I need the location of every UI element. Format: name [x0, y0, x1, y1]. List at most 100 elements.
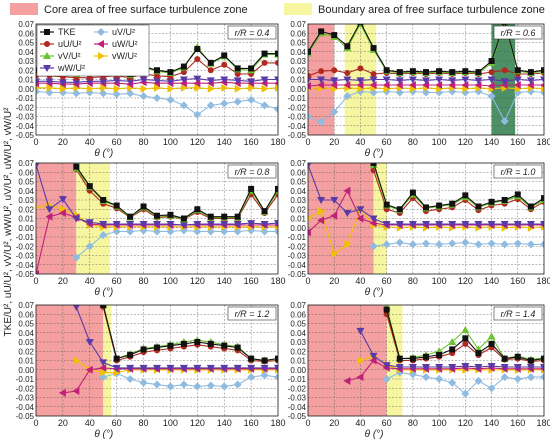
y-tick-label: 0.06: [18, 168, 34, 177]
data-point-uw: [308, 81, 311, 90]
data-point-uw: [448, 81, 456, 90]
y-tick-label: 0.04: [18, 48, 34, 57]
data-point-ww: [112, 364, 121, 372]
data-point-ww: [274, 364, 278, 372]
y-tick-label: 0.03: [18, 57, 34, 66]
legend-marker-vv: [43, 52, 51, 59]
data-point-vw: [357, 84, 365, 93]
data-point-ww: [139, 76, 148, 84]
core-zone-band: [36, 163, 77, 274]
y-tick-label: 0.01: [18, 215, 34, 224]
data-point-tke: [436, 351, 443, 358]
x-tick-label: 40: [355, 137, 365, 147]
legend-marker-uv: [97, 28, 105, 36]
data-point-tke: [261, 50, 268, 57]
data-point-ww: [487, 221, 496, 229]
x-tick-label: 100: [432, 276, 447, 286]
y-tick-label: 0.07: [18, 301, 34, 310]
panel-label: r/R = 0.8: [235, 167, 270, 177]
data-point-uu: [221, 61, 228, 68]
shared-y-axis-label: TKE/U², uU/U², vV/U², wW/U², uV/U², uW/U…: [3, 107, 14, 337]
data-point-uw: [369, 219, 377, 228]
y-tick-label: 0.05: [290, 178, 306, 187]
y-tick-label: 0.06: [290, 310, 306, 319]
data-point-uv: [526, 240, 535, 249]
data-point-ww: [179, 364, 188, 372]
panel-label: r/R = 1.2: [235, 309, 270, 319]
series-line-tke: [75, 166, 278, 220]
y-tick-label: -0.01: [288, 233, 307, 242]
data-point-ww: [500, 78, 509, 86]
data-point-vw: [167, 84, 175, 93]
data-point-uv: [112, 90, 121, 99]
y-tick-label: 0.02: [290, 66, 306, 75]
data-point-uv: [487, 239, 496, 248]
series-line-vw: [75, 360, 278, 374]
data-point-uv: [343, 92, 352, 101]
data-point-tke: [396, 69, 403, 76]
data-point-uv: [308, 112, 312, 121]
data-point-uw: [99, 363, 107, 372]
data-point-ww: [356, 327, 365, 335]
data-point-ww: [526, 77, 535, 85]
data-point-ww: [474, 363, 483, 371]
data-point-tke: [194, 339, 201, 345]
x-tick-label: 120: [190, 276, 205, 286]
data-point-tke: [449, 200, 456, 207]
data-point-ww: [85, 78, 94, 86]
data-point-uu: [261, 59, 268, 66]
data-point-tke: [541, 355, 544, 362]
data-point-tke: [423, 204, 429, 211]
data-point-vw: [113, 84, 121, 93]
data-point-ww: [448, 363, 457, 371]
chart-panel-5: -0.05-0.04-0.03-0.02-0.010.000.010.020.0…: [16, 301, 286, 440]
data-point-tke: [462, 335, 469, 342]
panel-label-box: [493, 306, 543, 321]
data-point-ww: [408, 363, 417, 371]
x-tick-label: 100: [432, 137, 447, 147]
data-point-ww: [193, 364, 202, 372]
data-point-vw: [59, 84, 67, 93]
data-point-vw: [73, 83, 81, 92]
x-tick-label: 160: [510, 137, 525, 147]
data-point-uv: [139, 92, 148, 101]
data-point-uu: [275, 59, 278, 66]
series-ww: [356, 327, 544, 371]
data-point-uv: [448, 378, 457, 387]
data-point-vw: [113, 368, 121, 377]
y-tick-label: 0.07: [290, 20, 306, 29]
x-tick-label: 20: [329, 276, 339, 286]
data-point-vv: [461, 325, 470, 333]
data-point-vv: [448, 338, 457, 345]
data-point-ww: [317, 76, 326, 84]
data-point-ww: [153, 364, 161, 372]
chart-panel-1: -0.05-0.04-0.03-0.02-0.010.000.010.020.0…: [16, 20, 286, 159]
data-point-uv: [206, 101, 215, 110]
x-axis-label: θ (°): [94, 148, 113, 159]
x-tick-label: 20: [329, 137, 339, 147]
data-point-tke: [541, 195, 544, 202]
data-point-uu: [318, 68, 325, 75]
data-point-uv: [540, 240, 544, 249]
panel-label-box: [227, 25, 277, 40]
y-tick-label: 0.02: [18, 205, 34, 214]
data-point-ww: [58, 196, 67, 204]
x-tick-label: 80: [139, 276, 149, 286]
y-tick-label: 0.03: [18, 338, 34, 347]
data-point-uw: [369, 356, 377, 365]
y-tick-label: -0.02: [288, 384, 307, 393]
y-tick-label: 0.03: [290, 196, 306, 205]
chart-panel-3: -0.05-0.04-0.03-0.02-0.010.000.010.020.0…: [16, 159, 286, 298]
data-point-ww: [330, 197, 339, 204]
data-point-vw: [140, 84, 148, 93]
y-tick-label: 0.04: [290, 48, 306, 57]
series-ww: [308, 163, 544, 229]
y-tick-label: 0.03: [290, 338, 306, 347]
data-point-ww: [369, 352, 378, 360]
x-tick-label: 60: [112, 276, 122, 286]
data-point-ww: [179, 76, 188, 84]
x-axis-label: θ (°): [365, 287, 384, 298]
data-point-ww: [85, 219, 94, 227]
data-point-tke: [501, 355, 508, 362]
y-tick-label: 0.00: [290, 85, 306, 94]
